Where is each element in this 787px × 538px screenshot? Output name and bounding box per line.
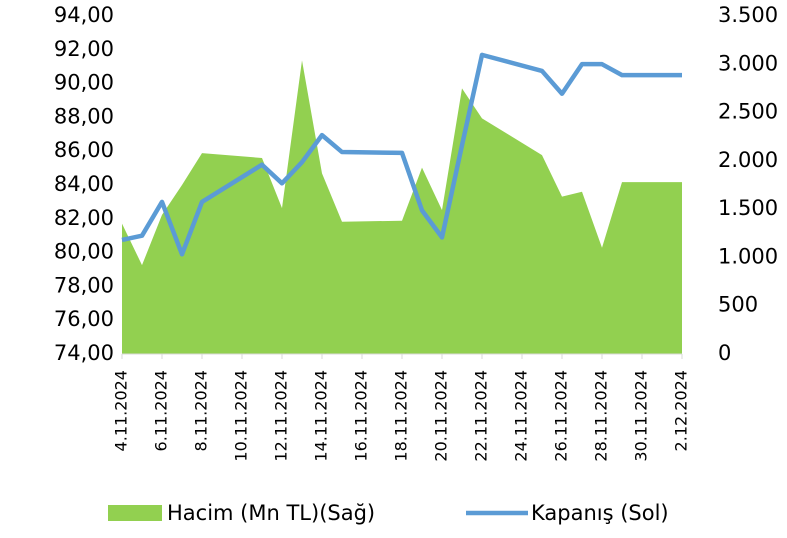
x-tick-label: 30.11.2024: [632, 370, 651, 462]
y2-tick-label: 3.000: [718, 51, 778, 75]
x-tick-label: 6.11.2024: [152, 370, 171, 451]
y-tick-label: 82,00: [54, 206, 114, 230]
y2-tick-label: 1.000: [718, 244, 778, 268]
y2-tick-label: 2.000: [718, 148, 778, 172]
y2-tick-label: 3.500: [718, 3, 778, 27]
y-tick-label: 76,00: [54, 307, 114, 331]
legend-label: Hacim (Mn TL)(Sağ): [167, 501, 375, 525]
x-tick-label: 22.11.2024: [472, 370, 491, 462]
x-tick-label: 18.11.2024: [392, 370, 411, 462]
y-tick-label: 88,00: [54, 104, 114, 128]
y-tick-label: 84,00: [54, 172, 114, 196]
legend-swatch: [108, 505, 162, 521]
y-tick-label: 94,00: [54, 3, 114, 27]
y2-tick-label: 500: [718, 293, 758, 317]
y-tick-label: 74,00: [54, 341, 114, 365]
y-tick-label: 90,00: [54, 71, 114, 95]
y2-tick-label: 0: [718, 341, 731, 365]
legend-label: Kapanış (Sol): [531, 501, 669, 525]
x-tick-label: 20.11.2024: [432, 370, 451, 462]
x-tick-label: 8.11.2024: [192, 370, 211, 451]
x-tick-label: 12.11.2024: [272, 370, 291, 462]
x-tick-label: 24.11.2024: [512, 370, 531, 462]
y-tick-label: 92,00: [54, 37, 114, 61]
x-tick-label: 4.11.2024: [112, 370, 131, 451]
x-tick-label: 26.11.2024: [552, 370, 571, 462]
x-tick-label: 16.11.2024: [352, 370, 371, 462]
x-tick-label: 14.11.2024: [312, 370, 331, 462]
y-tick-label: 86,00: [54, 138, 114, 162]
x-tick-label: 28.11.2024: [592, 370, 611, 462]
x-tick-label: 10.11.2024: [232, 370, 251, 462]
y-tick-label: 78,00: [54, 273, 114, 297]
volume-area: [122, 60, 682, 355]
price-line: [121, 52, 682, 257]
y2-tick-label: 2.500: [718, 100, 778, 124]
x-tick-label: 2.12.2024: [672, 370, 691, 451]
y2-tick-label: 1.500: [718, 196, 778, 220]
y-tick-label: 80,00: [54, 240, 114, 264]
